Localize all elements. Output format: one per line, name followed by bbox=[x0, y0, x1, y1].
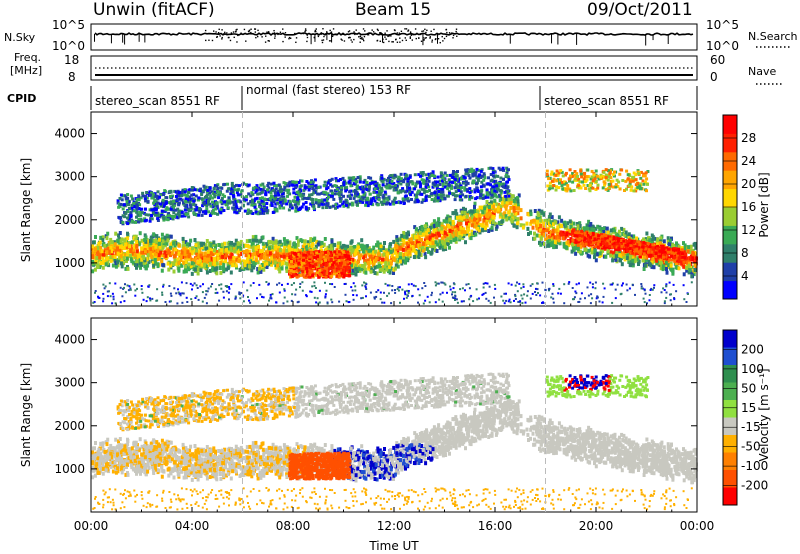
cpid-segment-3: stereo_scan 8551 RF bbox=[544, 94, 669, 108]
power-ylabel: Slant Range [km] bbox=[19, 158, 33, 262]
y-tick-label: 2000 bbox=[54, 213, 85, 227]
colorbar-tick-label: 200 bbox=[741, 342, 764, 356]
x-tick-label: 00:00 bbox=[680, 519, 715, 533]
nsky-tick-bottom-left: 10^0 bbox=[52, 39, 85, 53]
power-y-axis: 1000 2000 3000 4000 bbox=[54, 127, 697, 270]
x-tick-label: 16:00 bbox=[478, 519, 513, 533]
freq-panel: Freq. [MHz] 18 8 60 0 Nave bbox=[10, 51, 782, 85]
colorbar-tick-label: -50 bbox=[741, 440, 761, 454]
colorbar-swatch bbox=[723, 188, 737, 208]
colorbar-swatch bbox=[723, 382, 737, 401]
velocity-y-axis: 1000 2000 3000 4000 bbox=[54, 333, 697, 476]
colorbar-tick-label: -15 bbox=[741, 420, 761, 434]
x-tick-label: 20:00 bbox=[579, 519, 614, 533]
velocity-scatter bbox=[91, 372, 698, 511]
power-panel: 1000 2000 3000 4000 Slant Range [km] 4 8 12 16… bbox=[19, 111, 771, 307]
x-tick-label: 12:00 bbox=[377, 519, 412, 533]
nsky-panel: N.Sky 10^5 10^0 10^5 10^0 N.Search bbox=[4, 18, 798, 53]
colorbar-swatch bbox=[723, 347, 737, 366]
colorbar-swatch bbox=[723, 330, 737, 348]
nsky-tick-top-left: 10^5 bbox=[52, 18, 85, 32]
radar-title: Unwin (fitACF) bbox=[93, 0, 215, 20]
x-axis-label: Time UT bbox=[368, 539, 419, 553]
power-colorbar: 4 8 12 16 20 24 28 Power [dB] bbox=[722, 114, 771, 300]
velocity-colorbar: 200 100 50 15 -15 -50 -100 -200 Velocity [m s⁻¹… bbox=[722, 329, 771, 506]
colorbar-swatch bbox=[723, 435, 737, 453]
freq-label-line1: Freq. bbox=[14, 51, 41, 64]
cpid-segment-1: stereo_scan 8551 RF bbox=[95, 94, 220, 108]
nsky-tick-top-right: 10^5 bbox=[706, 18, 739, 32]
y-tick-label: 4000 bbox=[54, 127, 85, 141]
colorbar-swatch bbox=[723, 280, 737, 300]
nsky-label: N.Sky bbox=[4, 31, 36, 44]
y-tick-label: 4000 bbox=[54, 333, 85, 347]
colorbar-tick-label: 12 bbox=[741, 223, 756, 237]
power-scatter bbox=[91, 166, 698, 305]
colorbar-tick-label: 8 bbox=[741, 246, 749, 260]
colorbar-swatch bbox=[723, 225, 737, 245]
cpid-segment-2: normal (fast stereo) 153 RF bbox=[246, 83, 411, 97]
colorbar-tick-label: -200 bbox=[741, 479, 768, 493]
y-tick-label: 1000 bbox=[54, 462, 85, 476]
colorbar-tick-label: 15 bbox=[741, 401, 756, 415]
colorbar-swatch bbox=[723, 417, 737, 436]
nsky-tick-bottom-right: 10^0 bbox=[706, 39, 739, 53]
date-label: 09/Oct/2011 bbox=[587, 0, 693, 20]
colorbar-tick-label: 16 bbox=[741, 200, 756, 214]
nsky-trace bbox=[94, 28, 694, 46]
freq-label-line2: [MHz] bbox=[10, 64, 42, 77]
freq-tick-top-left: 18 bbox=[64, 53, 79, 67]
colorbar-swatch bbox=[723, 207, 737, 226]
freq-tick-bottom-left: 8 bbox=[68, 70, 76, 84]
colorbar-swatch bbox=[723, 262, 737, 282]
cpid-panel: CPID stereo_scan 8551 RF normal (fast st… bbox=[7, 83, 698, 110]
beam-label: Beam 15 bbox=[355, 0, 431, 20]
velocity-panel: 1000 2000 3000 4000 Slant Range [km] 200 100… bbox=[19, 317, 771, 513]
x-tick-label: 00:00 bbox=[74, 519, 109, 533]
colorbar-tick-label: 20 bbox=[741, 177, 756, 191]
x-tick-label: 08:00 bbox=[276, 519, 311, 533]
colorbar-swatch bbox=[723, 400, 737, 418]
x-tick-label: 04:00 bbox=[175, 519, 210, 533]
cpid-label: CPID bbox=[7, 92, 36, 105]
y-tick-label: 3000 bbox=[54, 170, 85, 184]
colorbar-tick-label: 50 bbox=[741, 381, 756, 395]
time-x-axis: 00:00 04:00 08:00 12:00 16:00 20:00 00:00 bbox=[74, 112, 715, 533]
colorbar-swatch bbox=[723, 115, 737, 134]
colorbar-swatch bbox=[723, 365, 737, 383]
velocity-ylabel: Slant Range [km] bbox=[19, 363, 33, 467]
colorbar-swatch bbox=[723, 487, 737, 506]
colorbar-tick-label: 28 bbox=[741, 131, 756, 145]
velocity-colorbar-label: Velocity [m s⁻¹] bbox=[757, 368, 771, 461]
colorbar-tick-label: 100 bbox=[741, 362, 764, 376]
nave-label: Nave bbox=[748, 65, 776, 78]
colorbar-tick-label: 24 bbox=[741, 154, 756, 168]
colorbar-swatch bbox=[723, 470, 737, 488]
colorbar-swatch bbox=[723, 452, 737, 471]
y-tick-label: 2000 bbox=[54, 419, 85, 433]
colorbar-swatch bbox=[723, 170, 737, 190]
colorbar-tick-label: -100 bbox=[741, 459, 768, 473]
freq-tick-top-right: 60 bbox=[710, 53, 725, 67]
colorbar-swatch bbox=[723, 133, 737, 153]
freq-tick-bottom-right: 0 bbox=[710, 70, 718, 84]
nsearch-label: N.Search bbox=[748, 30, 798, 43]
y-tick-label: 1000 bbox=[54, 256, 85, 270]
colorbar-tick-label: 4 bbox=[741, 269, 749, 283]
power-colorbar-label: Power [dB] bbox=[757, 172, 771, 237]
y-tick-label: 3000 bbox=[54, 376, 85, 390]
